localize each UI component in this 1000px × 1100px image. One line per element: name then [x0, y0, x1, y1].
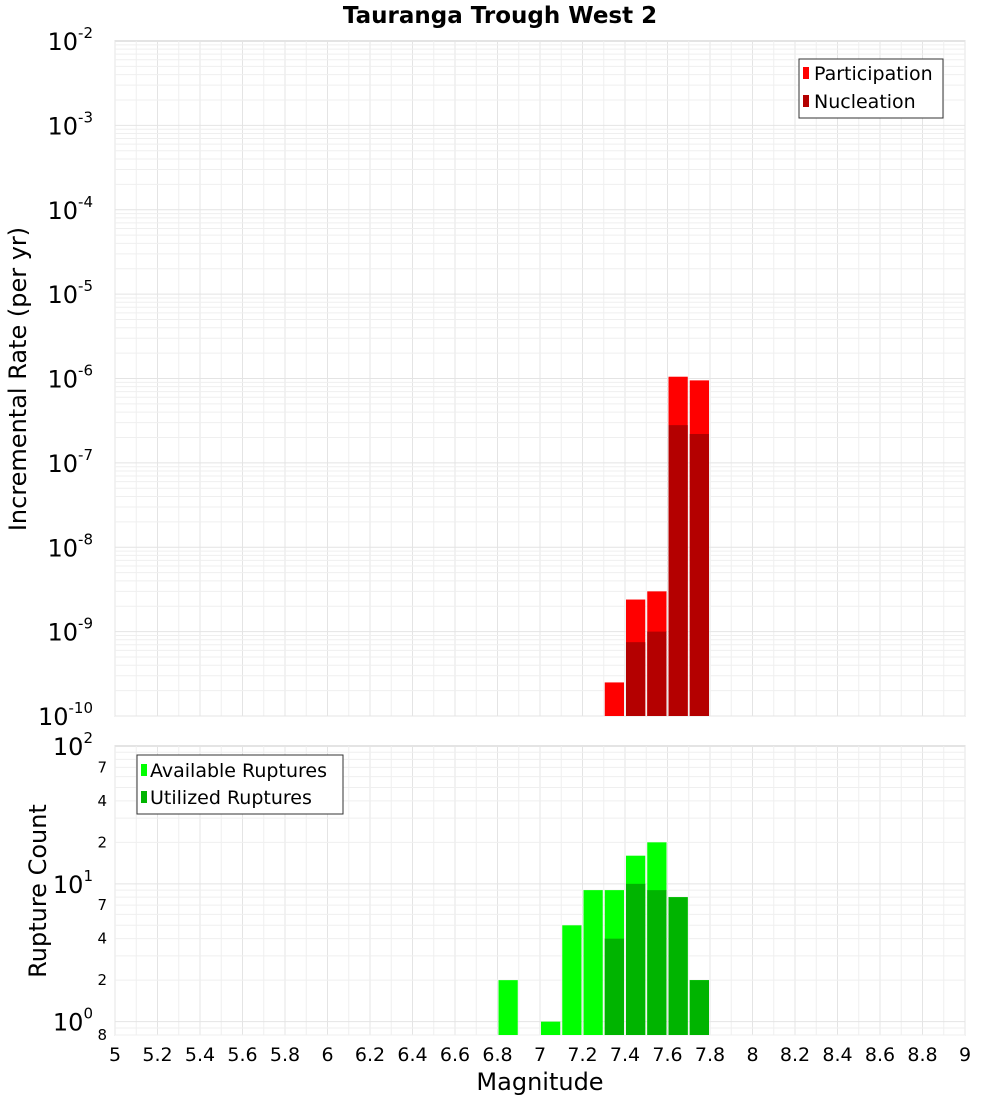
rate-gridlines [114, 41, 966, 717]
y-minor-tick-label: 7 [97, 896, 107, 914]
y-minor-tick-label: 2 [97, 971, 107, 989]
utilized-ruptures-bar [689, 980, 709, 1035]
y-tick-label: 10-8 [47, 530, 93, 562]
chart-title: Tauranga Trough West 2 [343, 3, 657, 29]
utilized-ruptures-bar [626, 883, 646, 1035]
utilized-ruptures-bar [604, 938, 624, 1035]
x-tick-label: 7 [534, 1044, 546, 1066]
rate-legend: Participation Nucleation [798, 58, 944, 119]
x-tick-label: 9 [959, 1044, 971, 1066]
y-tick-label: 101 [53, 867, 93, 899]
y-tick-label: 10-6 [47, 362, 93, 394]
x-tick-label: 7.4 [610, 1044, 640, 1066]
participation-panel: 10-10 10-9 10-8 10-7 10-6 10-5 10-4 10-3 10-2 In… [4, 24, 966, 731]
utilized-legend-swatch [141, 791, 147, 803]
count-legend-box [136, 754, 344, 815]
y-tick-label: 10-9 [47, 615, 93, 647]
nucleation-legend-swatch [803, 95, 809, 107]
x-tick-label: 8.6 [865, 1044, 895, 1066]
count-legend: Available Ruptures Utilized Ruptures [136, 754, 344, 815]
utilized-legend-label: Utilized Ruptures [150, 787, 312, 809]
rate-legend-box [798, 58, 944, 119]
y-minor-tick-label: 8 [97, 1026, 107, 1044]
x-tick-label: 7.8 [695, 1044, 725, 1066]
x-tick-label: 5.4 [185, 1044, 215, 1066]
count-gridlines [114, 746, 966, 1036]
count-bars [498, 842, 709, 1035]
y-minor-tick-label: 2 [97, 833, 107, 851]
y-tick-label: 100 [53, 1005, 93, 1037]
x-tick-label: 6.8 [482, 1044, 512, 1066]
y-tick-label: 10-10 [38, 699, 93, 731]
x-axis-label: Magnitude [476, 1068, 603, 1096]
participation-legend-swatch [803, 67, 809, 79]
y-minor-tick-label: 4 [97, 792, 107, 810]
count-y-axis-label: Rupture Count [24, 804, 52, 978]
x-tick-label: 7.2 [567, 1044, 597, 1066]
available-ruptures-bar [498, 980, 518, 1035]
y-tick-label: 10-4 [47, 193, 93, 225]
rate-y-axis-label: Incremental Rate (per yr) [4, 227, 32, 531]
x-tick-label: 6.2 [355, 1044, 385, 1066]
nucleation-legend-label: Nucleation [814, 91, 916, 113]
utilized-ruptures-bar [647, 890, 667, 1035]
available-ruptures-bar [541, 1021, 561, 1035]
x-tick-label: 8.8 [907, 1044, 937, 1066]
x-tick-label: 6 [321, 1044, 333, 1066]
x-tick-label: 5 [109, 1044, 121, 1066]
y-tick-label: 10-2 [47, 24, 93, 56]
participation-bar [604, 682, 624, 716]
available-ruptures-bar [583, 890, 603, 1035]
x-tick-label: 8.2 [780, 1044, 810, 1066]
available-legend-label: Available Ruptures [150, 760, 327, 782]
nucleation-bar [689, 433, 709, 716]
nucleation-bar [647, 631, 667, 716]
x-tick-label: 5.2 [142, 1044, 172, 1066]
nucleation-bar [626, 642, 646, 716]
x-tick-label: 6.4 [397, 1044, 427, 1066]
x-tick-label: 7.6 [652, 1044, 682, 1066]
y-minor-tick-label: 4 [97, 930, 107, 948]
rupture-count-panel: 100 101 102 8 2 4 7 2 4 7 Rupture Count Available… [24, 729, 966, 1044]
x-tick-label: 5.6 [227, 1044, 257, 1066]
y-minor-tick-label: 7 [97, 758, 107, 776]
x-axis-ticks: 5 5.2 5.4 5.6 5.8 6 6.2 6.4 6.6 6.8 7 7.2 7.4 7.6 7.8 8… [109, 1044, 971, 1066]
participation-legend-label: Participation [814, 63, 933, 85]
count-y-ticks: 100 101 102 8 2 4 7 2 4 7 [53, 729, 107, 1044]
x-tick-label: 5.8 [270, 1044, 300, 1066]
y-tick-label: 10-5 [47, 277, 93, 309]
x-tick-label: 8.4 [822, 1044, 852, 1066]
available-ruptures-bar [562, 925, 582, 1035]
y-tick-label: 102 [53, 729, 93, 761]
y-tick-label: 10-7 [47, 446, 93, 478]
utilized-ruptures-bar [668, 897, 688, 1035]
nucleation-bar [668, 425, 688, 716]
x-tick-label: 8 [746, 1044, 758, 1066]
rate-bars [604, 376, 709, 716]
y-tick-label: 10-3 [47, 108, 93, 140]
rate-y-ticks: 10-10 10-9 10-8 10-7 10-6 10-5 10-4 10-3 10-2 [38, 24, 93, 731]
x-tick-label: 6.6 [440, 1044, 470, 1066]
available-legend-swatch [141, 764, 147, 776]
